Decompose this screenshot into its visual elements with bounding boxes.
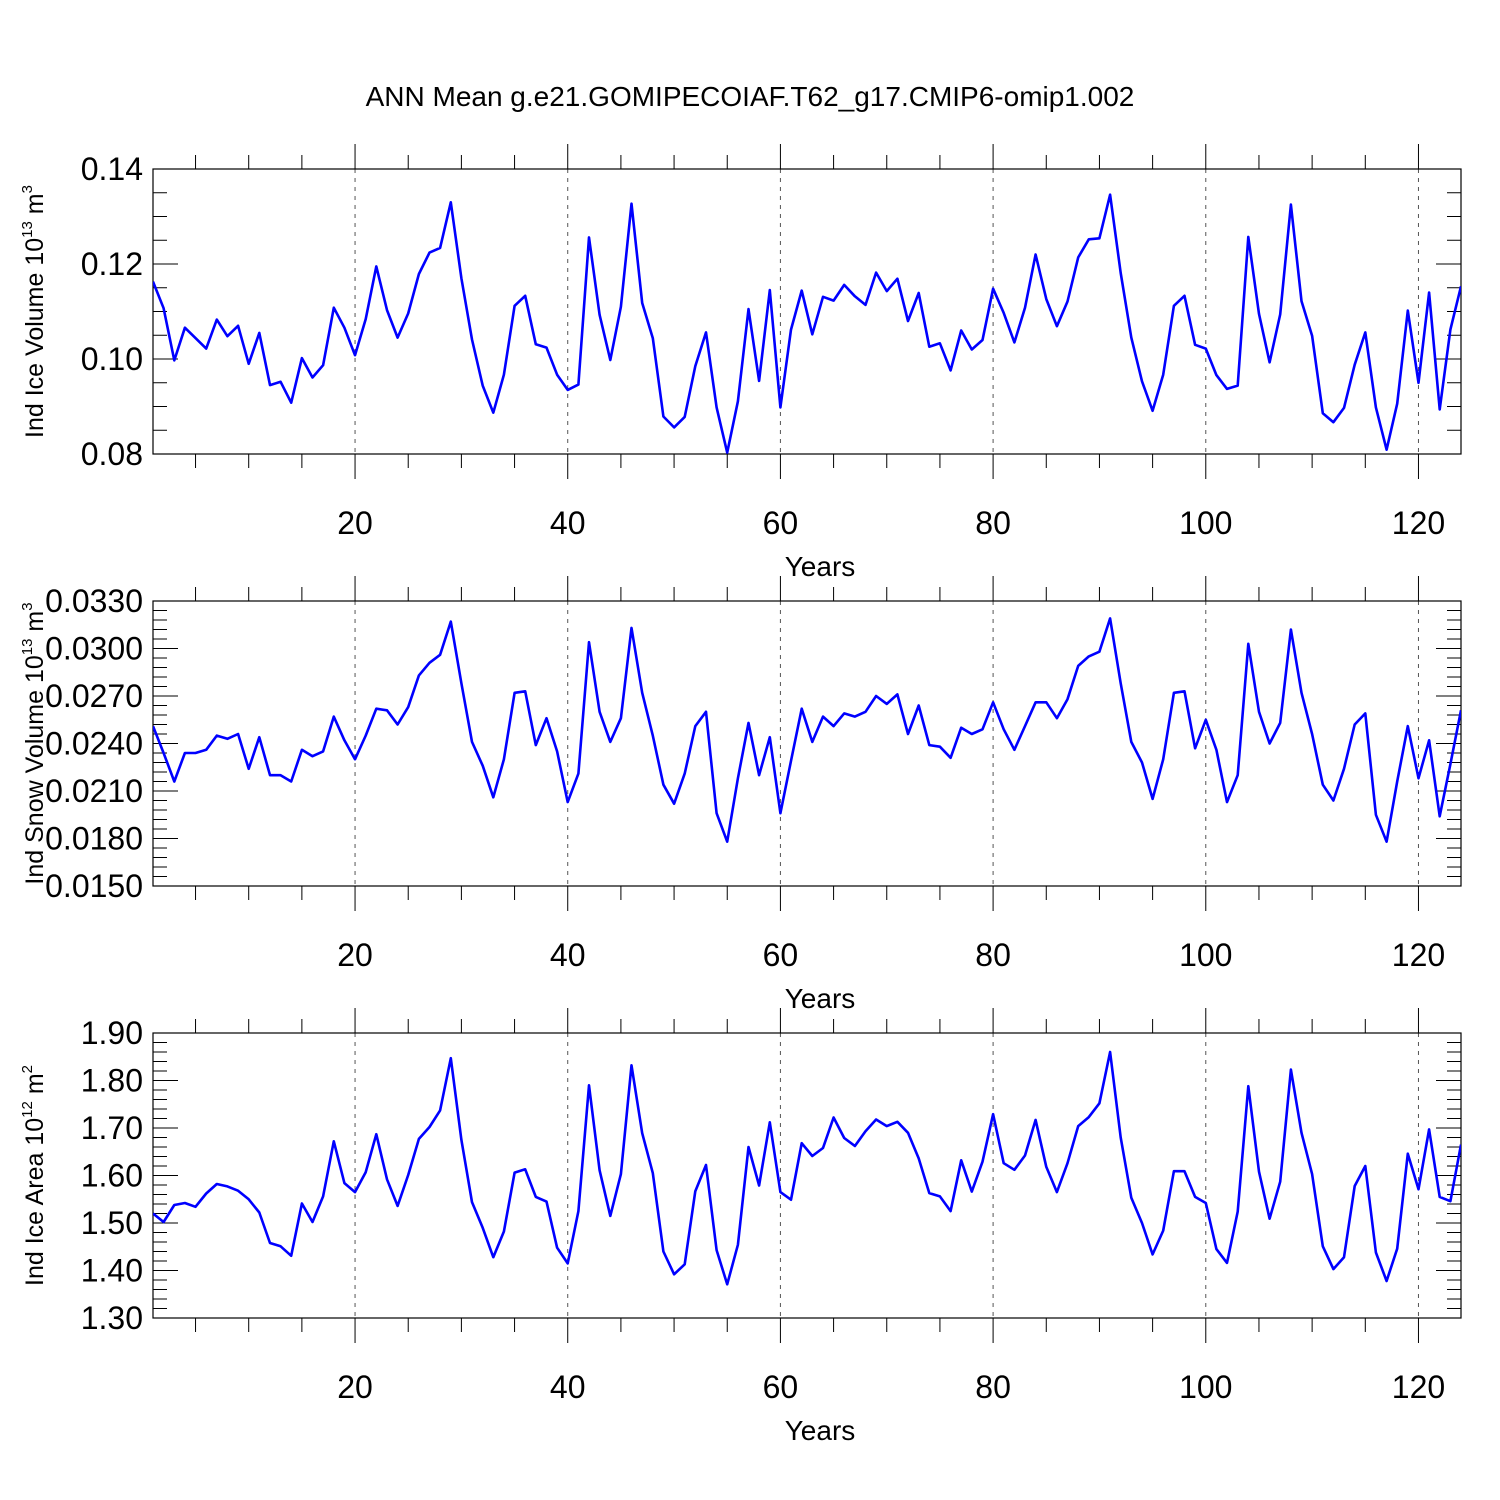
y-axis-title-unit-exponent: 3 <box>19 185 36 193</box>
y-tick-label: 1.30 <box>81 1300 143 1336</box>
chart-panel-3: 1.30 1.40 1.50 1.60 1.70 1.80 1.90 20 40 60 80 100 1… <box>19 1008 1462 1446</box>
y-axis-title-unit: m <box>21 1073 49 1101</box>
x-axis-title: Years <box>785 1415 856 1446</box>
x-tick-label: 40 <box>550 505 586 541</box>
plot-frame <box>152 600 1462 887</box>
y-axis-title-text: Ind Ice Area 10 <box>21 1118 49 1286</box>
y-axis-title-unit: m <box>21 193 49 221</box>
x-tick-label: 80 <box>975 505 1011 541</box>
x-tick-label: 120 <box>1392 937 1445 973</box>
y-tick-label: 0.0210 <box>45 773 143 809</box>
x-tick-label: 60 <box>763 937 799 973</box>
x-tick-label: 120 <box>1392 505 1445 541</box>
x-axis-title: Years <box>785 983 856 1014</box>
x-tick-label: 40 <box>550 937 586 973</box>
x-tick-label: 20 <box>337 1369 373 1405</box>
chart-panel-1: 0.08 0.10 0.12 0.14 20 40 60 80 100 120 Years Ind I… <box>19 144 1462 582</box>
y-tick-label: 1.60 <box>81 1158 143 1194</box>
x-tick-label: 100 <box>1179 505 1232 541</box>
y-axis-title-unit-exponent: 2 <box>19 1065 36 1073</box>
y-tick-label: 0.14 <box>81 151 143 187</box>
x-tick-label: 80 <box>975 1369 1011 1405</box>
y-axis-title-text: Ind Snow Volume 10 <box>21 655 49 884</box>
x-tick-label: 60 <box>763 1369 799 1405</box>
y-tick-label: 0.0300 <box>45 631 143 667</box>
x-tick-label: 100 <box>1179 937 1232 973</box>
y-axis-title-exponent: 12 <box>19 1101 36 1118</box>
y-axis-title: Ind Ice Volume 1013 m3 <box>19 185 49 438</box>
y-tick-label: 1.40 <box>81 1253 143 1289</box>
y-tick-label: 0.0330 <box>45 583 143 619</box>
x-tick-label: 20 <box>337 937 373 973</box>
y-tick-label: 0.0270 <box>45 678 143 714</box>
y-tick-label: 1.70 <box>81 1110 143 1146</box>
y-tick-label: 0.0240 <box>45 726 143 762</box>
x-tick-label: 20 <box>337 505 373 541</box>
y-tick-label: 1.50 <box>81 1205 143 1241</box>
series-line-ind-snow-volume <box>153 617 1461 844</box>
x-tick-label: 40 <box>550 1369 586 1405</box>
y-axis-title-exponent: 13 <box>19 639 36 656</box>
chart-panel-2: 0.0150 0.0180 0.0210 0.0240 0.0270 0.0300 0.03… <box>19 576 1462 1014</box>
x-axis-title: Years <box>785 551 856 582</box>
y-tick-label: 0.0150 <box>45 868 143 904</box>
y-axis-title-exponent: 13 <box>19 221 36 238</box>
x-tick-label: 80 <box>975 937 1011 973</box>
y-axis-title-unit: m <box>21 611 49 639</box>
y-tick-label: 0.0180 <box>45 821 143 857</box>
y-tick-label: 0.10 <box>81 341 143 377</box>
y-axis-title: Ind Snow Volume 1013 m3 <box>19 602 49 884</box>
x-tick-label: 100 <box>1179 1369 1232 1405</box>
y-axis-title-unit-exponent: 3 <box>19 602 36 610</box>
plot-frame <box>152 1032 1462 1319</box>
y-tick-label: 0.08 <box>81 436 143 472</box>
series-line-ind-ice-volume <box>153 193 1461 454</box>
x-tick-label: 60 <box>763 505 799 541</box>
figure-title: ANN Mean g.e21.GOMIPECOIAF.T62_g17.CMIP6… <box>366 81 1135 112</box>
y-tick-label: 1.90 <box>81 1015 143 1051</box>
y-axis-title-text: Ind Ice Volume 10 <box>21 238 49 438</box>
x-tick-label: 120 <box>1392 1369 1445 1405</box>
series-line-ind-ice-area <box>153 1050 1461 1286</box>
panels: 0.08 0.10 0.12 0.14 20 40 60 80 100 120 Years Ind I… <box>19 144 1462 1446</box>
y-tick-label: 0.12 <box>81 246 143 282</box>
y-axis-title: Ind Ice Area 1012 m2 <box>19 1065 49 1286</box>
y-tick-label: 1.80 <box>81 1063 143 1099</box>
plot-frame <box>152 168 1462 455</box>
